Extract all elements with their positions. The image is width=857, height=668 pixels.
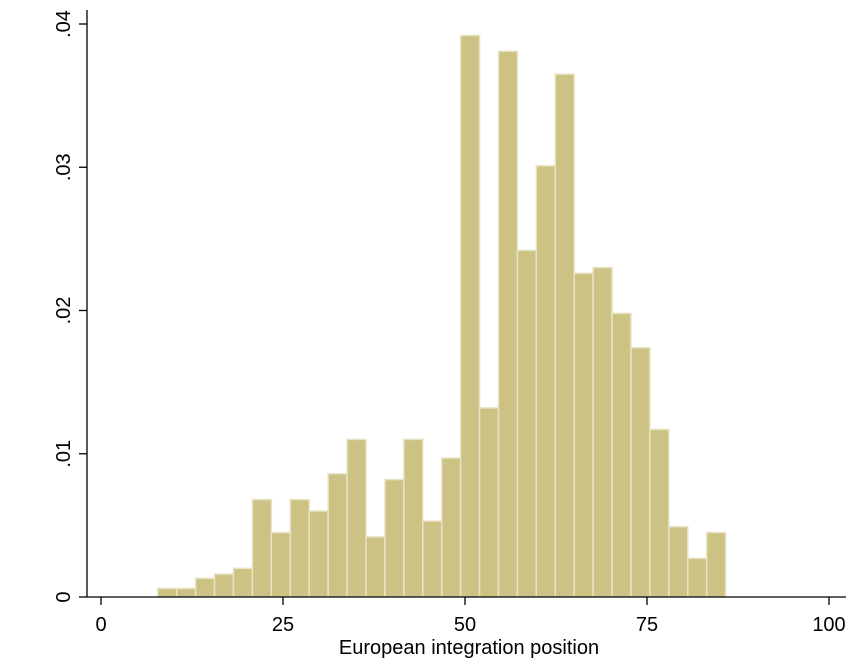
- histogram-bar: [175, 587, 197, 598]
- histogram-bar: [611, 312, 632, 598]
- histogram-bar: [649, 428, 670, 598]
- x-tick-label: 0: [95, 614, 106, 636]
- x-tick-label: 25: [272, 614, 294, 636]
- histogram-bar: [440, 457, 462, 598]
- x-axis-title: European integration position: [339, 637, 599, 659]
- histogram-bar: [232, 567, 254, 598]
- histogram-bar: [157, 587, 178, 598]
- y-tick-label: .03: [53, 153, 75, 181]
- x-tick-label: 100: [812, 614, 845, 636]
- histogram-bar: [630, 346, 651, 598]
- y-tick-label: .02: [53, 297, 75, 325]
- histogram-bar: [213, 573, 235, 598]
- y-tick-label: .04: [53, 10, 75, 38]
- histogram-bar: [346, 438, 367, 598]
- y-tick-label: 0: [53, 591, 75, 602]
- bars-layer: [157, 34, 727, 598]
- histogram-bar: [459, 34, 481, 598]
- histogram-bar: [308, 510, 329, 598]
- histogram-bar: [422, 520, 443, 598]
- x-tick-label: 75: [636, 614, 658, 636]
- y-tick-label: .01: [53, 440, 75, 468]
- histogram-bar: [516, 249, 538, 598]
- histogram-bar: [573, 272, 594, 598]
- histogram-bar: [384, 478, 405, 598]
- histogram-bar: [497, 50, 519, 598]
- histogram-bar: [535, 165, 557, 598]
- histogram-bar: [705, 531, 727, 598]
- histogram-bar: [194, 577, 216, 598]
- histogram-bar: [365, 536, 386, 598]
- histogram-bar: [270, 531, 292, 598]
- histogram-bar: [289, 498, 310, 598]
- histogram-bar: [403, 438, 424, 598]
- histogram-bar: [668, 526, 689, 598]
- x-tick-label: 50: [454, 614, 476, 636]
- axes-layer: 0 25 50 75 100 0 .01 .02 .03 .04: [53, 10, 846, 636]
- histogram-bar: [478, 407, 500, 598]
- histogram-bar: [327, 473, 348, 598]
- histogram-bar: [687, 557, 708, 598]
- histogram-bar: [251, 498, 273, 598]
- histogram-bar: [554, 73, 575, 598]
- histogram-bar: [592, 266, 613, 598]
